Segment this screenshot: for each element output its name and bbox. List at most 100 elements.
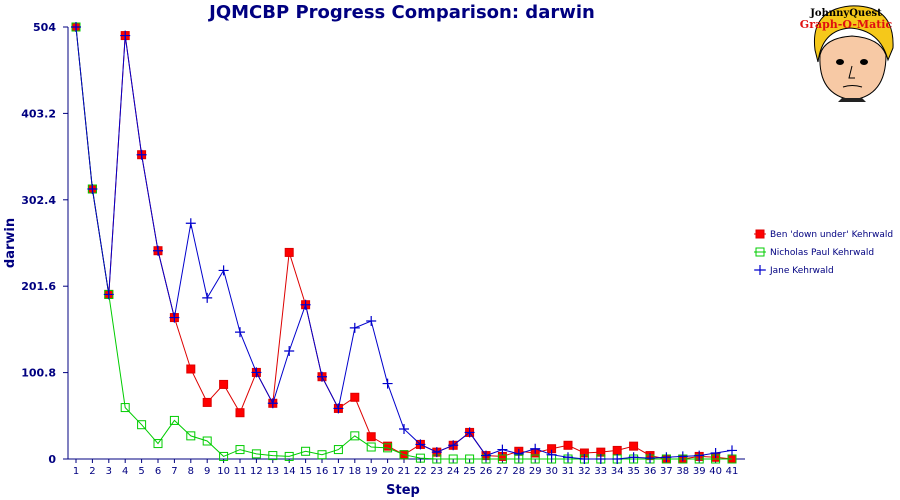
x-tick-label: 21 [398, 466, 411, 477]
data-point [268, 451, 278, 461]
data-point [629, 441, 639, 451]
data-point [612, 445, 622, 455]
data-point [448, 440, 459, 451]
data-point [563, 440, 573, 450]
data-point [267, 398, 278, 409]
x-tick-label: 39 [693, 466, 706, 477]
data-point [120, 30, 131, 41]
data-point [235, 327, 245, 338]
data-point [71, 22, 81, 32]
chart-legend: Ben 'down under' Kehrwald Nicholas Paul K… [754, 229, 893, 276]
data-point [202, 397, 212, 407]
data-point [202, 292, 213, 303]
data-point [153, 439, 163, 449]
logo-line2: Graph-O-Matic [800, 18, 893, 31]
data-point [366, 432, 376, 442]
x-tick-label: 22 [414, 466, 427, 477]
x-axis-label: Step [386, 483, 420, 498]
data-point [497, 444, 508, 455]
y-tick-label: 201.6 [21, 280, 56, 293]
data-point [497, 454, 507, 464]
x-tick-label: 35 [627, 466, 640, 477]
data-point [595, 454, 606, 464]
data-point [169, 312, 180, 323]
x-tick-label: 24 [447, 466, 460, 477]
x-tick-label: 11 [234, 466, 247, 477]
logo-nose [848, 65, 855, 79]
x-tick-label: 28 [512, 466, 525, 477]
data-point [366, 442, 376, 452]
data-point [727, 445, 737, 456]
x-tick-label: 18 [348, 466, 361, 477]
series-3 [71, 22, 737, 464]
data-point [755, 265, 765, 275]
logo-line1: JohnnyQuest [809, 8, 882, 19]
data-point [235, 445, 245, 455]
x-tick-label: 15 [299, 466, 312, 477]
x-tick-label: 19 [365, 466, 378, 477]
data-point [169, 415, 179, 425]
legend-label: Nicholas Paul Kehrwald [770, 248, 874, 258]
data-point [645, 453, 655, 464]
data-point [300, 299, 311, 310]
data-point [317, 371, 327, 382]
x-tick-label: 33 [594, 466, 607, 477]
series-2 [71, 22, 737, 464]
logo-hair [813, 5, 894, 63]
data-point [186, 431, 196, 441]
logo-eye-left [836, 59, 844, 65]
x-tick-label: 2 [89, 466, 95, 477]
x-tick-label: 8 [188, 466, 194, 477]
data-point [612, 454, 623, 464]
x-tick-label: 3 [106, 466, 112, 477]
logo-mouth [842, 85, 863, 88]
data-point [546, 449, 557, 460]
data-point [579, 454, 590, 464]
logo-collar [838, 98, 866, 102]
data-point [136, 149, 147, 160]
series-1 [71, 22, 737, 464]
data-point [628, 452, 639, 463]
x-tick-label: 16 [316, 466, 329, 477]
x-tick-label: 12 [250, 466, 263, 477]
x-tick-label: 5 [138, 466, 144, 477]
data-point [186, 364, 196, 374]
data-point [431, 447, 442, 458]
x-tick-label: 25 [463, 466, 476, 477]
data-point [103, 289, 114, 300]
data-point [383, 443, 393, 453]
johnny-quest-logo: JohnnyQuest Graph-O-Matic [800, 2, 898, 102]
data-point [694, 450, 705, 461]
y-tick-label: 504 [33, 21, 56, 34]
x-tick-label: 26 [480, 466, 493, 477]
series-line [75, 26, 732, 460]
x-tick-label: 40 [709, 466, 722, 477]
x-tick-label: 23 [430, 466, 443, 477]
data-point [563, 452, 573, 463]
data-point [755, 247, 765, 257]
x-tick-label: 10 [217, 466, 230, 477]
y-tick-label: 403.2 [21, 107, 56, 120]
x-tick-label: 38 [676, 466, 689, 477]
data-point [219, 451, 229, 461]
data-point [301, 446, 311, 456]
y-axis-label: darwin [3, 218, 18, 268]
y-tick-label: 302.4 [21, 194, 56, 207]
data-point [481, 450, 491, 461]
data-point [202, 436, 212, 446]
data-point [87, 184, 98, 194]
y-tick-label: 100.8 [21, 367, 56, 380]
x-tick-label: 14 [283, 466, 296, 477]
data-point [415, 453, 425, 463]
data-point [350, 392, 360, 402]
data-point [530, 443, 541, 454]
data-point [399, 450, 409, 460]
x-tick-label: 36 [644, 466, 657, 477]
x-tick-label: 30 [545, 466, 558, 477]
logo-eye-right [860, 59, 868, 65]
data-point [661, 452, 672, 463]
x-tick-label: 34 [611, 466, 624, 477]
data-point [284, 346, 295, 356]
